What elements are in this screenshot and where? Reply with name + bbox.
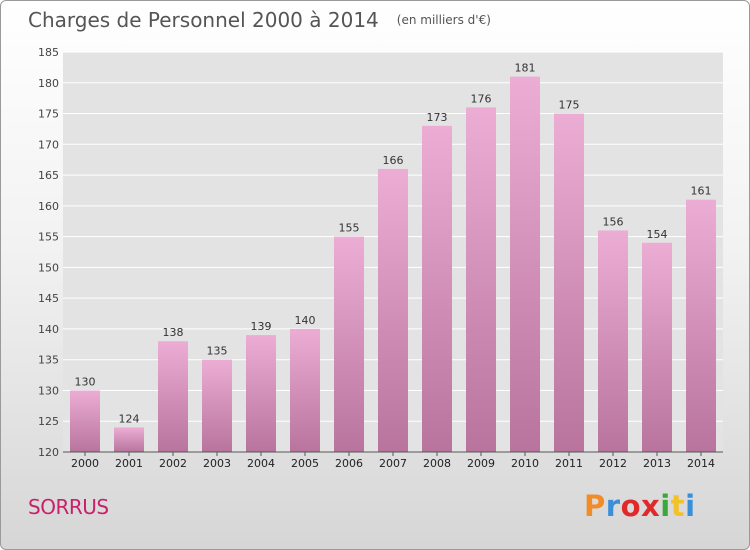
data-label: 135: [207, 345, 228, 358]
data-label: 154: [647, 228, 668, 241]
proxiti-logo: Proxiti: [584, 489, 696, 523]
bar-2007: [378, 168, 408, 452]
y-tick-label: 160: [38, 200, 59, 213]
data-label: 176: [471, 92, 492, 105]
logo-letter: P: [584, 489, 606, 523]
data-label: 166: [383, 154, 404, 167]
y-tick-label: 170: [38, 138, 59, 151]
y-tick-label: 180: [38, 77, 59, 90]
x-tick-label: 2009: [467, 457, 495, 470]
bar-2000: [70, 390, 100, 452]
bar-2012: [598, 230, 628, 452]
x-tick-label: 2005: [291, 457, 319, 470]
data-label: 173: [427, 111, 448, 124]
data-label: 124: [119, 412, 140, 425]
data-label: 181: [515, 62, 536, 75]
bar-2004: [246, 335, 276, 452]
place-name: SORRUS: [28, 495, 109, 519]
bar-2006: [334, 236, 364, 452]
x-tick-label: 2013: [643, 457, 671, 470]
y-tick-label: 145: [38, 292, 59, 305]
y-tick-label: 150: [38, 261, 59, 274]
chart-title: Charges de Personnel 2000 à 2014 (en mill…: [28, 8, 491, 32]
bar-2010: [510, 76, 540, 452]
logo-letter: x: [641, 489, 661, 523]
logo-letter: i: [660, 489, 671, 523]
y-tick-label: 155: [38, 231, 59, 244]
data-label: 140: [295, 314, 316, 327]
y-tick-label: 185: [38, 46, 59, 59]
x-tick-label: 2002: [159, 457, 187, 470]
y-tick-label: 125: [38, 415, 59, 428]
x-tick-label: 2014: [687, 457, 715, 470]
bars: [70, 76, 716, 453]
x-tick-label: 2001: [115, 457, 143, 470]
x-tick-label: 2007: [379, 457, 407, 470]
data-labels: 130 124 138 135 139 140 155 166 173 176 181 175 156 1…: [75, 62, 712, 426]
chart-subtitle: (en milliers d'€): [396, 13, 491, 27]
data-label: 130: [75, 375, 96, 388]
x-tick-label: 2012: [599, 457, 627, 470]
data-label: 139: [251, 320, 272, 333]
data-label: 161: [691, 185, 712, 198]
logo-letter: o: [620, 489, 642, 523]
x-tick-label: 2004: [247, 457, 275, 470]
bar-2003: [202, 359, 232, 452]
data-label: 175: [559, 99, 580, 112]
x-tick-label: 2003: [203, 457, 231, 470]
bar-2008: [422, 125, 452, 452]
bar-2009: [466, 107, 496, 452]
bar-2011: [554, 113, 584, 453]
chart-title-text: Charges de Personnel 2000 à 2014: [28, 8, 379, 32]
x-tick-label: 2000: [71, 457, 99, 470]
y-tick-label: 165: [38, 169, 59, 182]
logo-letter: r: [605, 489, 621, 523]
x-tick-label: 2011: [555, 457, 583, 470]
x-axis-labels: 2000 2001 2002 2003 2004 2005 2006 2007 2008 2009…: [71, 452, 715, 470]
data-label: 155: [339, 222, 360, 235]
logo-letter: t: [670, 489, 686, 523]
bar-2013: [642, 242, 672, 452]
data-label: 156: [603, 215, 624, 228]
x-tick-label: 2008: [423, 457, 451, 470]
y-tick-label: 135: [38, 354, 59, 367]
x-tick-label: 2010: [511, 457, 539, 470]
data-label: 138: [163, 326, 184, 339]
bar-2001: [114, 427, 144, 452]
bar-2014: [686, 199, 716, 452]
y-tick-label: 120: [38, 446, 59, 459]
y-tick-label: 140: [38, 323, 59, 336]
bar-2005: [290, 328, 320, 452]
logo-letter: i: [685, 489, 696, 523]
bar-2002: [158, 341, 188, 452]
y-tick-label: 175: [38, 108, 59, 121]
x-tick-label: 2006: [335, 457, 363, 470]
y-axis-labels: 120 125 130 135 140 145 150 155 160 165 170 175 180 1…: [38, 46, 59, 459]
y-tick-label: 130: [38, 384, 59, 397]
